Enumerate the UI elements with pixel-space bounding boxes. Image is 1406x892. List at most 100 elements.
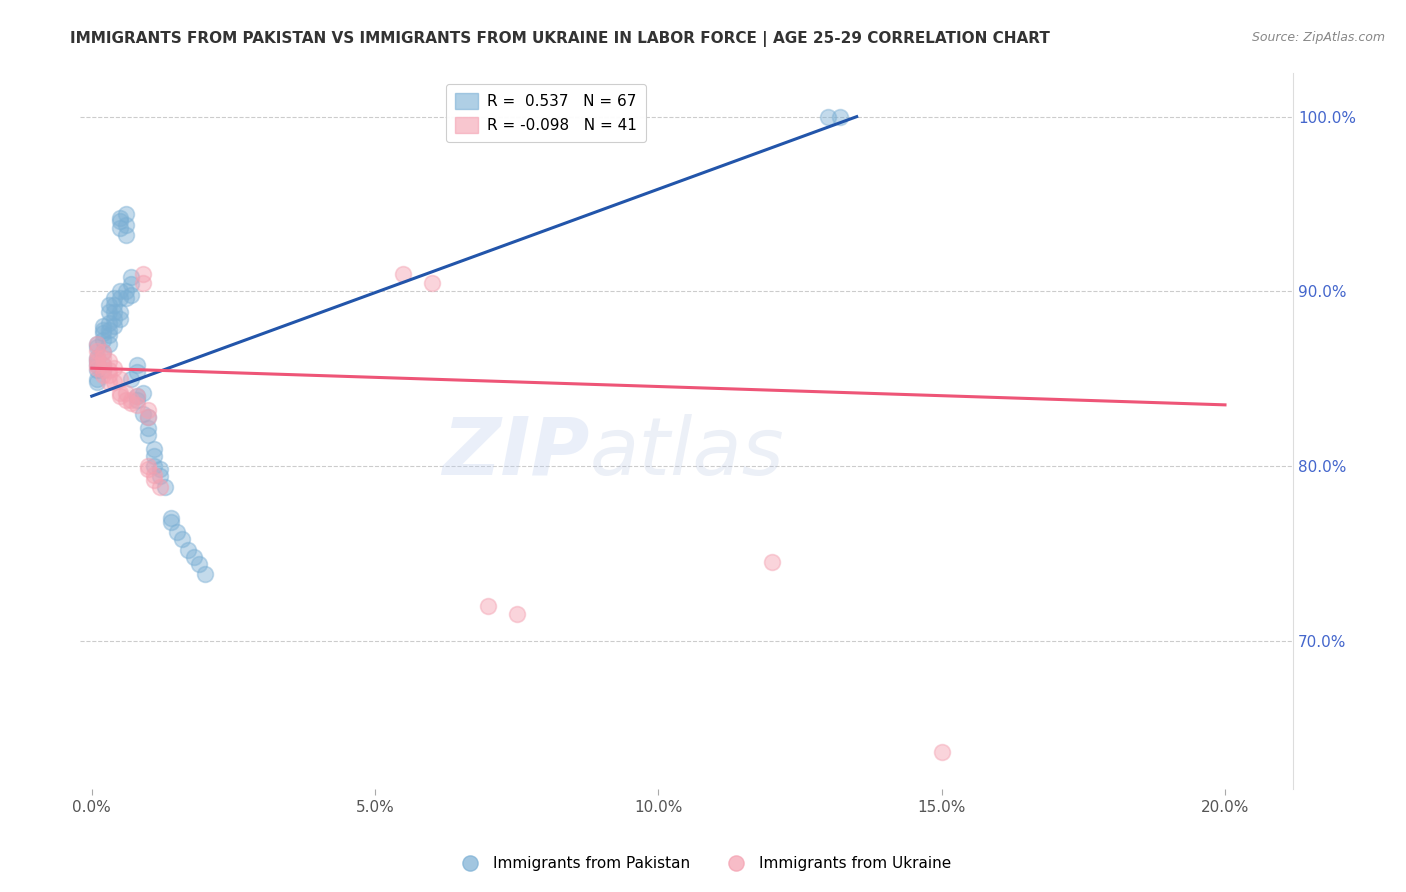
Point [108, 221, 131, 235]
Point [86, 358, 108, 372]
Point [138, 427, 160, 442]
Point [120, 270, 142, 285]
Point [761, 555, 783, 569]
Point [91, 333, 114, 347]
Point [91, 358, 114, 372]
Point [127, 389, 149, 403]
Point [132, 276, 155, 290]
Point [108, 285, 131, 299]
Point [86, 351, 108, 365]
Point [127, 398, 149, 412]
Point [108, 372, 131, 386]
Point [97, 363, 120, 377]
Point [120, 372, 142, 386]
Point [477, 599, 499, 613]
Text: IMMIGRANTS FROM PAKISTAN VS IMMIGRANTS FROM UKRAINE IN LABOR FORCE | AGE 25-29 C: IMMIGRANTS FROM PAKISTAN VS IMMIGRANTS F… [70, 31, 1050, 47]
Point [160, 515, 183, 529]
Point [183, 549, 205, 564]
Text: atlas: atlas [589, 414, 785, 491]
Point [149, 469, 172, 483]
Point [138, 420, 160, 434]
Point [132, 407, 155, 421]
Point [86, 336, 108, 351]
Point [103, 375, 125, 389]
Point [97, 323, 120, 337]
Point [149, 480, 172, 494]
Point [143, 467, 166, 482]
Point [114, 392, 136, 407]
Point [132, 267, 155, 281]
Legend: R =  0.537   N = 67, R = -0.098   N = 41: R = 0.537 N = 67, R = -0.098 N = 41 [446, 84, 647, 142]
Point [392, 267, 415, 281]
Point [114, 385, 136, 400]
Point [91, 323, 114, 337]
Point [103, 305, 125, 319]
Point [114, 228, 136, 243]
Point [506, 607, 529, 622]
Point [138, 462, 160, 476]
Point [143, 442, 166, 456]
Point [86, 361, 108, 376]
Text: ZIP: ZIP [443, 414, 589, 491]
Point [91, 368, 114, 383]
Point [86, 351, 108, 365]
Point [97, 298, 120, 312]
Point [86, 336, 108, 351]
Point [97, 305, 120, 319]
Point [86, 354, 108, 368]
Point [91, 351, 114, 365]
Point [114, 207, 136, 221]
Point [120, 396, 142, 410]
Point [108, 389, 131, 403]
Point [127, 358, 149, 372]
Point [155, 480, 177, 494]
Point [91, 345, 114, 359]
Point [114, 218, 136, 232]
Point [108, 291, 131, 305]
Point [114, 291, 136, 305]
Point [177, 542, 200, 557]
Point [188, 557, 211, 571]
Point [97, 336, 120, 351]
Point [120, 392, 142, 407]
Point [108, 385, 131, 400]
Point [108, 305, 131, 319]
Point [120, 288, 142, 302]
Point [828, 110, 851, 124]
Point [160, 511, 183, 525]
Point [138, 410, 160, 425]
Point [127, 365, 149, 379]
Point [97, 316, 120, 330]
Point [91, 363, 114, 377]
Point [97, 354, 120, 368]
Point [103, 312, 125, 326]
Point [91, 326, 114, 341]
Point [91, 319, 114, 334]
Point [86, 354, 108, 368]
Point [420, 276, 443, 290]
Point [127, 389, 149, 403]
Point [194, 567, 217, 582]
Point [91, 363, 114, 377]
Point [97, 328, 120, 343]
Point [97, 375, 120, 389]
Point [132, 385, 155, 400]
Point [138, 403, 160, 417]
Point [143, 458, 166, 473]
Point [138, 458, 160, 473]
Point [91, 358, 114, 372]
Point [138, 410, 160, 425]
Point [86, 363, 108, 377]
Point [114, 285, 136, 299]
Point [103, 298, 125, 312]
Point [86, 340, 108, 354]
Point [108, 214, 131, 228]
Point [86, 343, 108, 358]
Point [108, 211, 131, 225]
Point [172, 533, 194, 547]
Point [97, 368, 120, 383]
Point [143, 473, 166, 487]
Point [91, 345, 114, 359]
Point [108, 312, 131, 326]
Text: Source: ZipAtlas.com: Source: ZipAtlas.com [1251, 31, 1385, 45]
